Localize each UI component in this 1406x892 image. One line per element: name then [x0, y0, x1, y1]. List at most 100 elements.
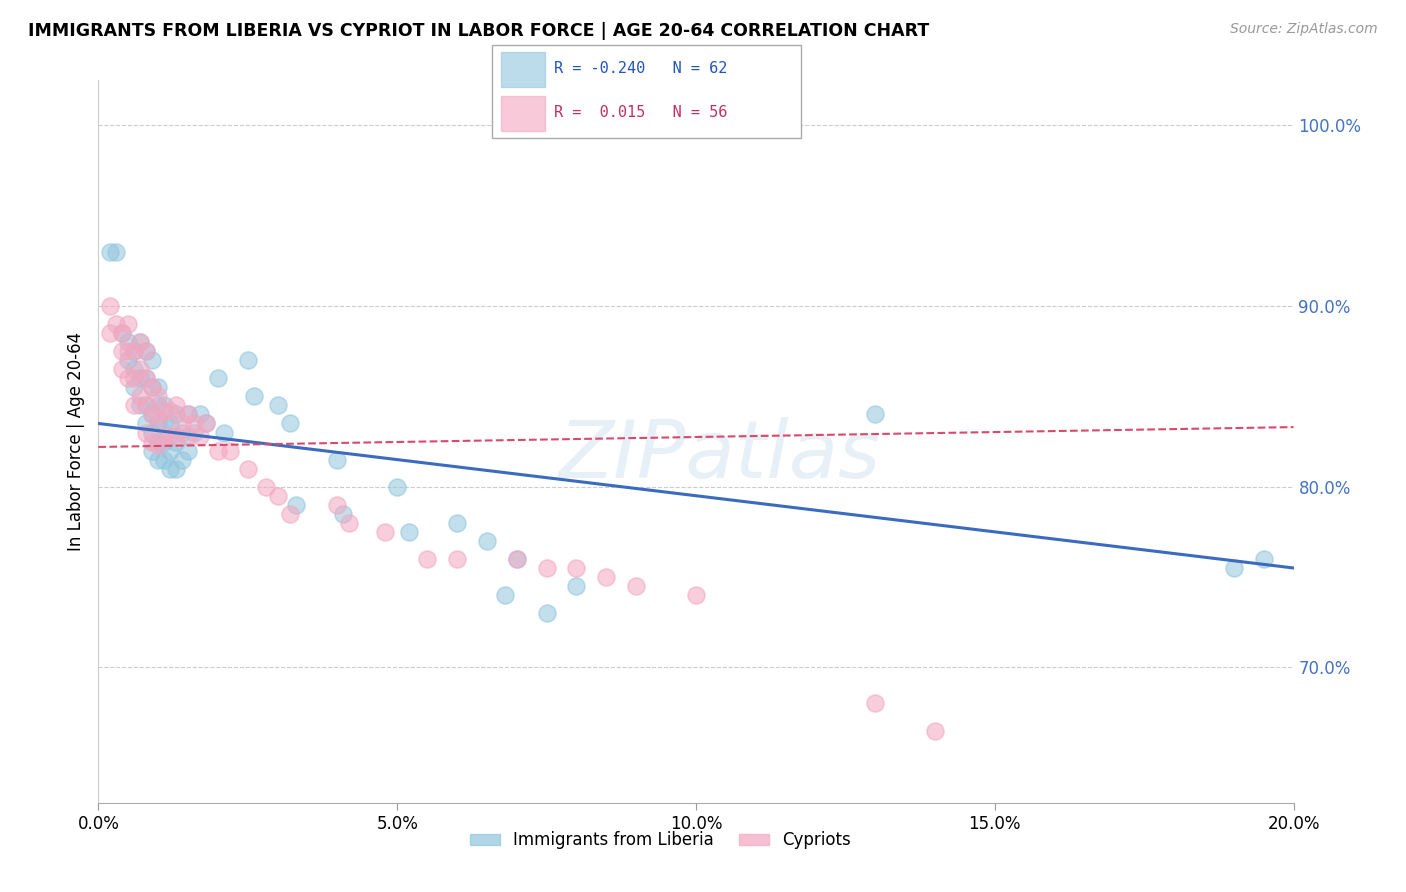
Point: [565, 561, 588, 575]
Point: [236, 353, 259, 368]
Point: [129, 335, 152, 350]
Point: [105, 317, 128, 331]
Point: [129, 335, 152, 350]
Point: [172, 417, 194, 431]
Point: [141, 353, 163, 368]
Point: [165, 461, 187, 475]
Point: [124, 362, 146, 376]
FancyBboxPatch shape: [502, 96, 544, 131]
Point: [536, 561, 558, 575]
Point: [148, 398, 170, 412]
Point: [148, 380, 170, 394]
FancyBboxPatch shape: [502, 52, 544, 87]
Point: [117, 335, 139, 350]
Point: [148, 411, 170, 425]
Point: [243, 389, 266, 403]
Point: [172, 425, 194, 440]
Point: [124, 344, 146, 359]
Point: [124, 380, 146, 394]
Point: [506, 552, 529, 566]
Point: [177, 429, 200, 443]
Point: [188, 429, 211, 443]
Point: [278, 507, 301, 521]
Point: [207, 371, 229, 385]
Point: [129, 371, 152, 385]
Point: [494, 588, 516, 602]
Point: [135, 417, 157, 431]
Point: [129, 362, 152, 376]
Text: R = -0.240   N = 62: R = -0.240 N = 62: [554, 62, 727, 77]
Point: [159, 429, 181, 443]
Point: [135, 344, 157, 359]
Point: [135, 371, 157, 385]
Point: [148, 417, 170, 431]
Point: [124, 371, 146, 385]
Point: [1253, 552, 1275, 566]
Point: [536, 606, 558, 620]
Point: [865, 697, 887, 711]
Point: [148, 434, 170, 449]
Point: [177, 443, 200, 458]
Point: [129, 389, 152, 403]
Legend: Immigrants from Liberia, Cypriots: Immigrants from Liberia, Cypriots: [463, 824, 858, 856]
Point: [135, 425, 157, 440]
Point: [141, 408, 163, 422]
Point: [326, 452, 349, 467]
Point: [339, 516, 361, 530]
Text: Source: ZipAtlas.com: Source: ZipAtlas.com: [1230, 22, 1378, 37]
Point: [141, 434, 163, 449]
Point: [159, 461, 181, 475]
Point: [153, 398, 176, 412]
Point: [177, 408, 200, 422]
Text: R =  0.015   N = 56: R = 0.015 N = 56: [554, 105, 727, 120]
Point: [153, 404, 176, 418]
Point: [446, 516, 468, 530]
Point: [195, 417, 218, 431]
Point: [148, 389, 170, 403]
Point: [105, 244, 128, 259]
Point: [165, 398, 187, 412]
Point: [284, 498, 307, 512]
Point: [165, 434, 187, 449]
Point: [148, 452, 170, 467]
Point: [398, 524, 420, 539]
Point: [98, 244, 122, 259]
Point: [595, 570, 617, 584]
Point: [141, 408, 163, 422]
Point: [385, 480, 409, 494]
Point: [117, 317, 139, 331]
Point: [153, 429, 176, 443]
Point: [111, 326, 134, 340]
Point: [124, 344, 146, 359]
Point: [416, 552, 439, 566]
Point: [172, 452, 194, 467]
Point: [135, 398, 157, 412]
Text: ZIPatlas: ZIPatlas: [558, 417, 882, 495]
Point: [626, 579, 648, 593]
Point: [117, 353, 139, 368]
Point: [148, 438, 170, 452]
Point: [117, 344, 139, 359]
Point: [124, 398, 146, 412]
Point: [267, 489, 290, 503]
Point: [565, 579, 588, 593]
Point: [111, 344, 134, 359]
Point: [135, 344, 157, 359]
Point: [374, 524, 396, 539]
Point: [267, 398, 290, 412]
Point: [159, 404, 181, 418]
Point: [326, 498, 349, 512]
Point: [865, 408, 887, 422]
Point: [165, 429, 187, 443]
Point: [236, 461, 259, 475]
Point: [129, 398, 152, 412]
Point: [332, 507, 354, 521]
Point: [153, 417, 176, 431]
Point: [141, 380, 163, 394]
Point: [475, 533, 498, 548]
Point: [177, 408, 200, 422]
Point: [135, 371, 157, 385]
Point: [188, 408, 211, 422]
Point: [98, 326, 122, 340]
Point: [111, 362, 134, 376]
